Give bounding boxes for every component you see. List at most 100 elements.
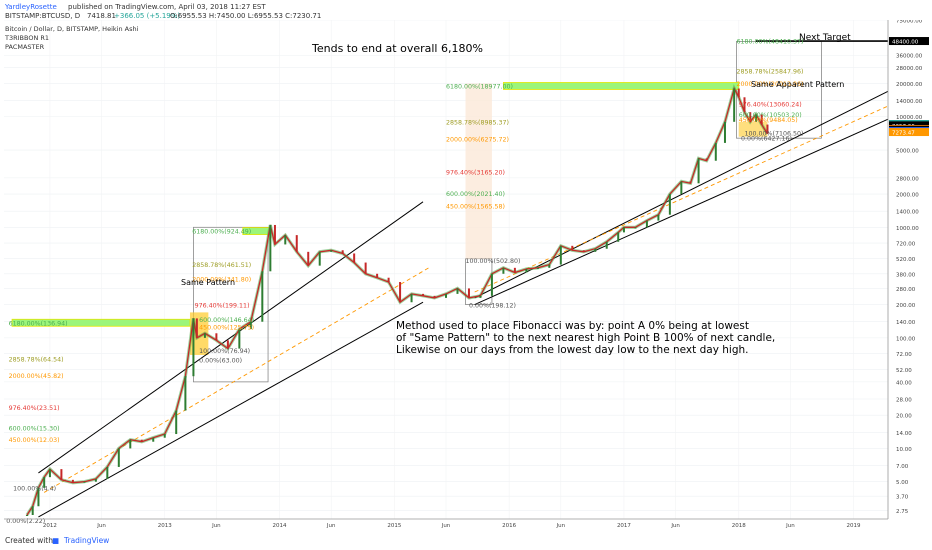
price-tick-label: 14000.00: [896, 99, 923, 105]
channel-lower-line: [38, 301, 424, 518]
indicator-label: PACMASTER: [5, 43, 45, 51]
annotation-text: Method used to place Fibonacci was by: p…: [396, 320, 749, 332]
price-axis[interactable]: 75000.00 36000.00 28000.00 20000.00 14000.00…: [887, 20, 932, 532]
candle: [605, 241, 608, 249]
candle: [689, 181, 692, 184]
channel-upper-line: [38, 201, 424, 474]
time-tick-label: 2019: [847, 523, 861, 529]
candle: [634, 227, 637, 229]
fib-level-label: 100.00%(76.94): [199, 348, 250, 355]
candle: [622, 227, 625, 233]
price-label-tag: 7273.47: [889, 128, 929, 137]
fib-band: [738, 121, 768, 137]
indicator-label: T3RIBBON R1: [5, 34, 50, 42]
candle: [152, 437, 155, 442]
trend-lines: [38, 40, 889, 518]
fib-level-label: 600.00%(15.30): [9, 426, 60, 433]
price-label-bg: [889, 128, 929, 137]
price-chart[interactable]: 6180.00%(136.94) 2858.78%(64.54) 2000.00%(…: [0, 20, 932, 532]
created-with-label: Created with: [5, 536, 53, 545]
fibonacci-labels: 6180.00%(136.94) 2858.78%(64.54) 2000.00%(…: [6, 39, 803, 526]
candle: [318, 251, 321, 266]
candle: [192, 318, 195, 377]
publish-info: published on TradingView.com, April 03, …: [68, 3, 266, 11]
chart-legend: Bitcoin / Dollar, D, BITSTAMP, Heikin As…: [5, 25, 138, 52]
fib-level-label: 2000.00%(341.80): [192, 276, 251, 283]
author-name[interactable]: YardleyRosette: [5, 3, 57, 11]
fibonacci-zones: [11, 41, 822, 383]
candle: [559, 245, 562, 265]
candle: [163, 434, 166, 438]
fib-level-label: 100.00%(4.4): [13, 485, 56, 492]
fib-level-label: 0.00%(63.00): [199, 358, 242, 365]
channel-midline: [43, 267, 430, 493]
candle: [71, 479, 74, 483]
moving-average-ribbon: [25, 84, 769, 516]
fib-level-label: 450.00%(1565.58): [446, 203, 505, 210]
candle: [668, 194, 671, 215]
fib-level-label: 2000.00%(6275.72): [446, 137, 509, 144]
candle: [617, 232, 620, 242]
price-tick-label: 280.00: [896, 287, 916, 293]
fib-level-label: 2858.78%(64.54): [9, 356, 64, 363]
annotations: Tends to end at overall 6,180% Same Patte…: [181, 33, 851, 356]
fib-level-label: 450.00%(9484.05): [739, 117, 798, 124]
fib-level-label: 100.00%(7106.50): [744, 131, 803, 138]
candle: [269, 224, 272, 272]
channel-upper-line: [474, 90, 889, 299]
candle: [353, 253, 356, 263]
candle: [705, 158, 708, 161]
ohlc-values: O:6955.53 H:7450.00 L:6955.53 C:7230.71: [170, 12, 322, 20]
price-tick-label: 3.70: [896, 495, 909, 501]
price-change: +366.05 (+5.19%): [114, 12, 181, 20]
price-tick-label: 2.75: [896, 509, 909, 515]
price-tick-label: 5000.00: [896, 149, 919, 155]
footer: Created with ■ TradingView: [0, 532, 932, 550]
candle: [766, 124, 769, 134]
candle: [273, 224, 276, 245]
price-series: [25, 84, 769, 516]
target-zone-highlight: [503, 82, 740, 90]
fib-level-label: 2858.78%(8985.37): [446, 119, 509, 126]
candle: [490, 273, 493, 296]
candle: [83, 481, 86, 483]
grid: [4, 20, 888, 519]
chart-header: YardleyRosette published on TradingView.…: [0, 0, 932, 22]
candle: [645, 220, 648, 228]
price-tick-label: 20.00: [896, 414, 912, 420]
candle: [582, 250, 585, 252]
candle: [307, 251, 310, 266]
time-tick-label: 2015: [387, 523, 401, 529]
time-tick-label: 2016: [502, 523, 516, 529]
price-tick-label: 380.00: [896, 272, 916, 278]
candle: [94, 478, 97, 482]
fib-level-label: 2858.78%(25847.96): [736, 69, 803, 76]
candle: [284, 235, 287, 245]
price-tick-label: 5.00: [896, 480, 909, 486]
time-tick-label: Jun: [556, 523, 566, 529]
fib-level-label: 6180.00%(48410.37): [736, 39, 803, 46]
price-line: [26, 86, 769, 516]
price-axis-bg: [888, 20, 932, 532]
fib-box: [193, 226, 269, 383]
price-tick-label: 28.00: [896, 397, 912, 403]
fib-level-label: 976.40%(199.11): [195, 302, 250, 309]
fib-level-label: 976.40%(13060.24): [739, 101, 802, 108]
fib-level-label: 600.00%(146.64): [199, 317, 254, 324]
price-label-tag: 48400.00: [889, 37, 929, 46]
candle: [399, 282, 402, 303]
candle: [140, 439, 143, 442]
price-tick-label: 75000.00: [896, 20, 923, 25]
candle: [548, 264, 551, 268]
candle: [261, 271, 264, 322]
price-tick-label: 72.00: [896, 352, 912, 358]
candle: [525, 268, 528, 273]
price-tick-label: 200.00: [896, 303, 916, 309]
tradingview-brand[interactable]: TradingView: [64, 536, 110, 545]
candle: [226, 340, 229, 349]
candle: [502, 267, 505, 274]
time-axis[interactable]: 2012 Jun 2013 Jun 2014 Jun 2015 Jun 2016 Jun 2017 J…: [4, 518, 888, 529]
annotation-text: Next Target: [799, 33, 851, 43]
price-tick-label: 2000.00: [896, 193, 919, 199]
candle: [433, 295, 436, 298]
